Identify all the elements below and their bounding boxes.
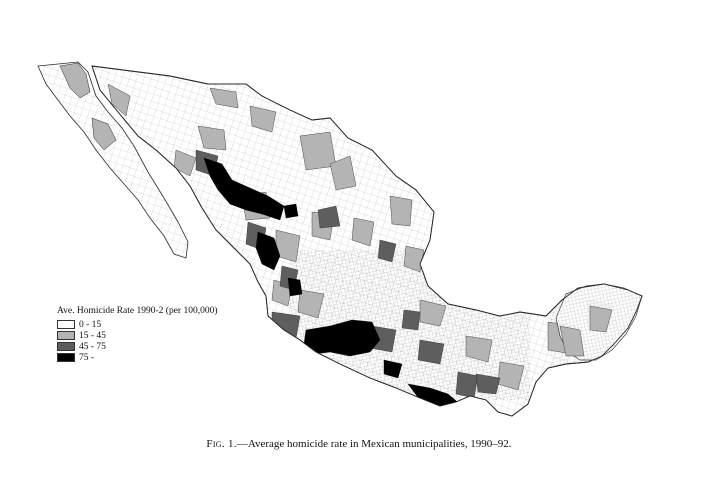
map-region-15-45 xyxy=(249,105,277,133)
figure-caption: Fig. 1.—Average homicide rate in Mexican… xyxy=(0,438,718,450)
map-region-45-75 xyxy=(455,371,479,399)
map-region-15-45 xyxy=(297,289,325,319)
mainland-outline xyxy=(91,65,643,417)
map-region-15-45 xyxy=(559,325,585,357)
map-region-15-45 xyxy=(209,87,239,109)
map-region-15-45 xyxy=(329,155,357,191)
map-region-75-plus xyxy=(287,277,303,297)
baja-gray-region xyxy=(59,62,91,99)
map-region-15-45 xyxy=(497,361,525,391)
map-region-15-45 xyxy=(465,335,493,363)
legend-label: 45 - 75 xyxy=(79,341,106,352)
map-region-45-75 xyxy=(317,205,341,229)
map-region-45-75 xyxy=(271,311,301,339)
figure-label: Fig. 1. xyxy=(206,438,237,450)
map-region-15-45 xyxy=(403,245,425,273)
baja-gray-region xyxy=(91,117,117,151)
legend-label: 75 - xyxy=(79,352,95,363)
legend-item: 0 - 15 xyxy=(57,319,218,330)
legend-item: 45 - 75 xyxy=(57,341,218,352)
map-region-75-plus xyxy=(255,231,281,271)
legend-item: 15 - 45 xyxy=(57,330,218,341)
map-region-15-45 xyxy=(389,195,413,227)
legend-swatch-45-75 xyxy=(57,342,75,351)
map-region-45-75 xyxy=(377,239,397,263)
baja-grid xyxy=(38,62,188,258)
legend-label: 15 - 45 xyxy=(79,330,106,341)
map-region-15-45 xyxy=(197,125,227,151)
map-legend: Ave. Homicide Rate 1990-2 (per 100,000) … xyxy=(57,306,218,363)
legend-swatch-15-45 xyxy=(57,331,75,340)
legend-item: 75 - xyxy=(57,352,218,363)
map-region-15-45 xyxy=(351,217,375,247)
legend-swatch-75-plus xyxy=(57,353,75,362)
legend-swatch-0-15 xyxy=(57,320,75,329)
map-region-75-plus xyxy=(283,203,299,219)
map-region-45-75 xyxy=(417,339,445,365)
map-region-75-plus xyxy=(383,359,403,379)
map-region-15-45 xyxy=(107,83,131,117)
map-region-15-45 xyxy=(419,299,447,327)
map-region-15-45 xyxy=(589,305,613,333)
map-region-45-75 xyxy=(475,373,501,395)
map-region-15-45 xyxy=(173,149,197,177)
legend-title: Ave. Homicide Rate 1990-2 (per 100,000) xyxy=(57,306,218,316)
caption-text: —Average homicide rate in Mexican munici… xyxy=(236,438,512,450)
map-region-75-plus xyxy=(203,157,285,221)
map-region-45-75 xyxy=(401,309,421,331)
legend-label: 0 - 15 xyxy=(79,319,102,330)
